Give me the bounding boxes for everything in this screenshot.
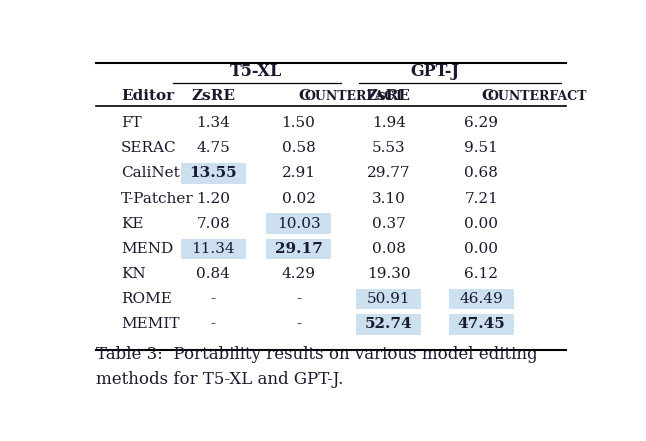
FancyBboxPatch shape [181,163,246,184]
Text: KN: KN [121,267,145,281]
Text: -: - [296,292,301,306]
Text: ZsRE: ZsRE [191,90,235,103]
Text: SERAC: SERAC [121,141,176,155]
Text: 47.45: 47.45 [457,317,505,331]
Text: 0.00: 0.00 [464,242,498,256]
Text: 50.91: 50.91 [367,292,410,306]
Text: KE: KE [121,217,143,231]
Text: 9.51: 9.51 [464,141,498,155]
Text: ZsRE: ZsRE [367,90,411,103]
Text: 0.00: 0.00 [464,217,498,231]
Text: 1.50: 1.50 [282,116,315,130]
Text: C: C [298,90,311,103]
Text: 0.84: 0.84 [196,267,231,281]
Text: -: - [211,317,216,331]
Text: 52.74: 52.74 [365,317,412,331]
Text: 5.53: 5.53 [372,141,406,155]
Text: 2.91: 2.91 [282,166,315,180]
Text: T5-XL: T5-XL [230,63,282,80]
Text: 7.08: 7.08 [196,217,230,231]
Text: 1.20: 1.20 [196,191,231,206]
Text: OUNTERFACT: OUNTERFACT [487,90,587,103]
Text: 1.34: 1.34 [196,116,231,130]
FancyBboxPatch shape [449,314,514,335]
Text: 4.75: 4.75 [196,141,230,155]
Text: ROME: ROME [121,292,172,306]
Text: 6.29: 6.29 [464,116,498,130]
Text: GPT-J: GPT-J [410,63,459,80]
Text: 46.49: 46.49 [459,292,503,306]
FancyBboxPatch shape [181,239,246,259]
Text: 0.08: 0.08 [371,242,406,256]
Text: 3.10: 3.10 [371,191,406,206]
Text: 0.02: 0.02 [282,191,315,206]
Text: 7.21: 7.21 [464,191,498,206]
Text: 4.29: 4.29 [282,267,315,281]
FancyBboxPatch shape [356,289,421,310]
Text: 0.68: 0.68 [464,166,498,180]
Text: Table 3:  Portability results on various model editing
methods for T5-XL and GPT: Table 3: Portability results on various … [96,346,537,388]
FancyBboxPatch shape [266,239,331,259]
FancyBboxPatch shape [449,289,514,310]
Text: 11.34: 11.34 [192,242,235,256]
Text: MEND: MEND [121,242,173,256]
Text: 10.03: 10.03 [276,217,320,231]
Text: 29.17: 29.17 [275,242,322,256]
Text: 6.12: 6.12 [464,267,498,281]
Text: 19.30: 19.30 [367,267,410,281]
Text: 0.37: 0.37 [372,217,406,231]
Text: OUNTERFACT: OUNTERFACT [304,90,404,103]
Text: C: C [481,90,494,103]
Text: 1.94: 1.94 [371,116,406,130]
Text: 29.77: 29.77 [367,166,410,180]
FancyBboxPatch shape [356,314,421,335]
Text: Editor: Editor [121,90,174,103]
Text: -: - [211,292,216,306]
Text: T-Patcher: T-Patcher [121,191,194,206]
Text: CaliNet: CaliNet [121,166,180,180]
FancyBboxPatch shape [266,213,331,234]
Text: FT: FT [121,116,141,130]
Text: 0.58: 0.58 [282,141,315,155]
Text: MEMIT: MEMIT [121,317,180,331]
Text: -: - [296,317,301,331]
Text: 13.55: 13.55 [190,166,237,180]
